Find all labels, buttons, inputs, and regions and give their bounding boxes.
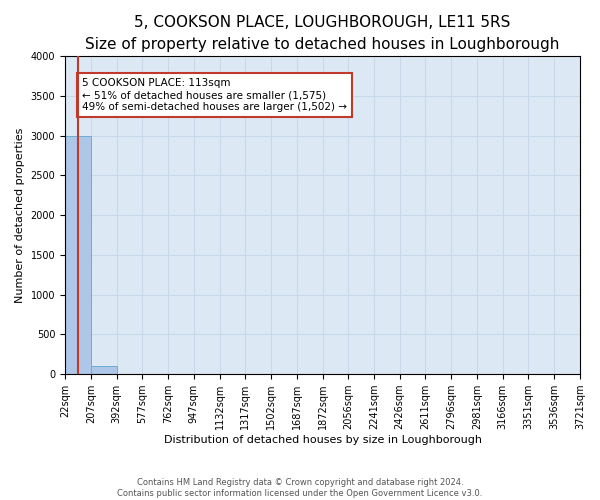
Text: 5 COOKSON PLACE: 113sqm
← 51% of detached houses are smaller (1,575)
49% of semi: 5 COOKSON PLACE: 113sqm ← 51% of detache… [82,78,347,112]
X-axis label: Distribution of detached houses by size in Loughborough: Distribution of detached houses by size … [164,435,482,445]
Title: 5, COOKSON PLACE, LOUGHBOROUGH, LE11 5RS
Size of property relative to detached h: 5, COOKSON PLACE, LOUGHBOROUGH, LE11 5RS… [85,15,560,52]
Y-axis label: Number of detached properties: Number of detached properties [15,128,25,303]
Bar [91,366,116,374]
Text: Contains HM Land Registry data © Crown copyright and database right 2024.
Contai: Contains HM Land Registry data © Crown c… [118,478,482,498]
Bar [65,136,91,374]
